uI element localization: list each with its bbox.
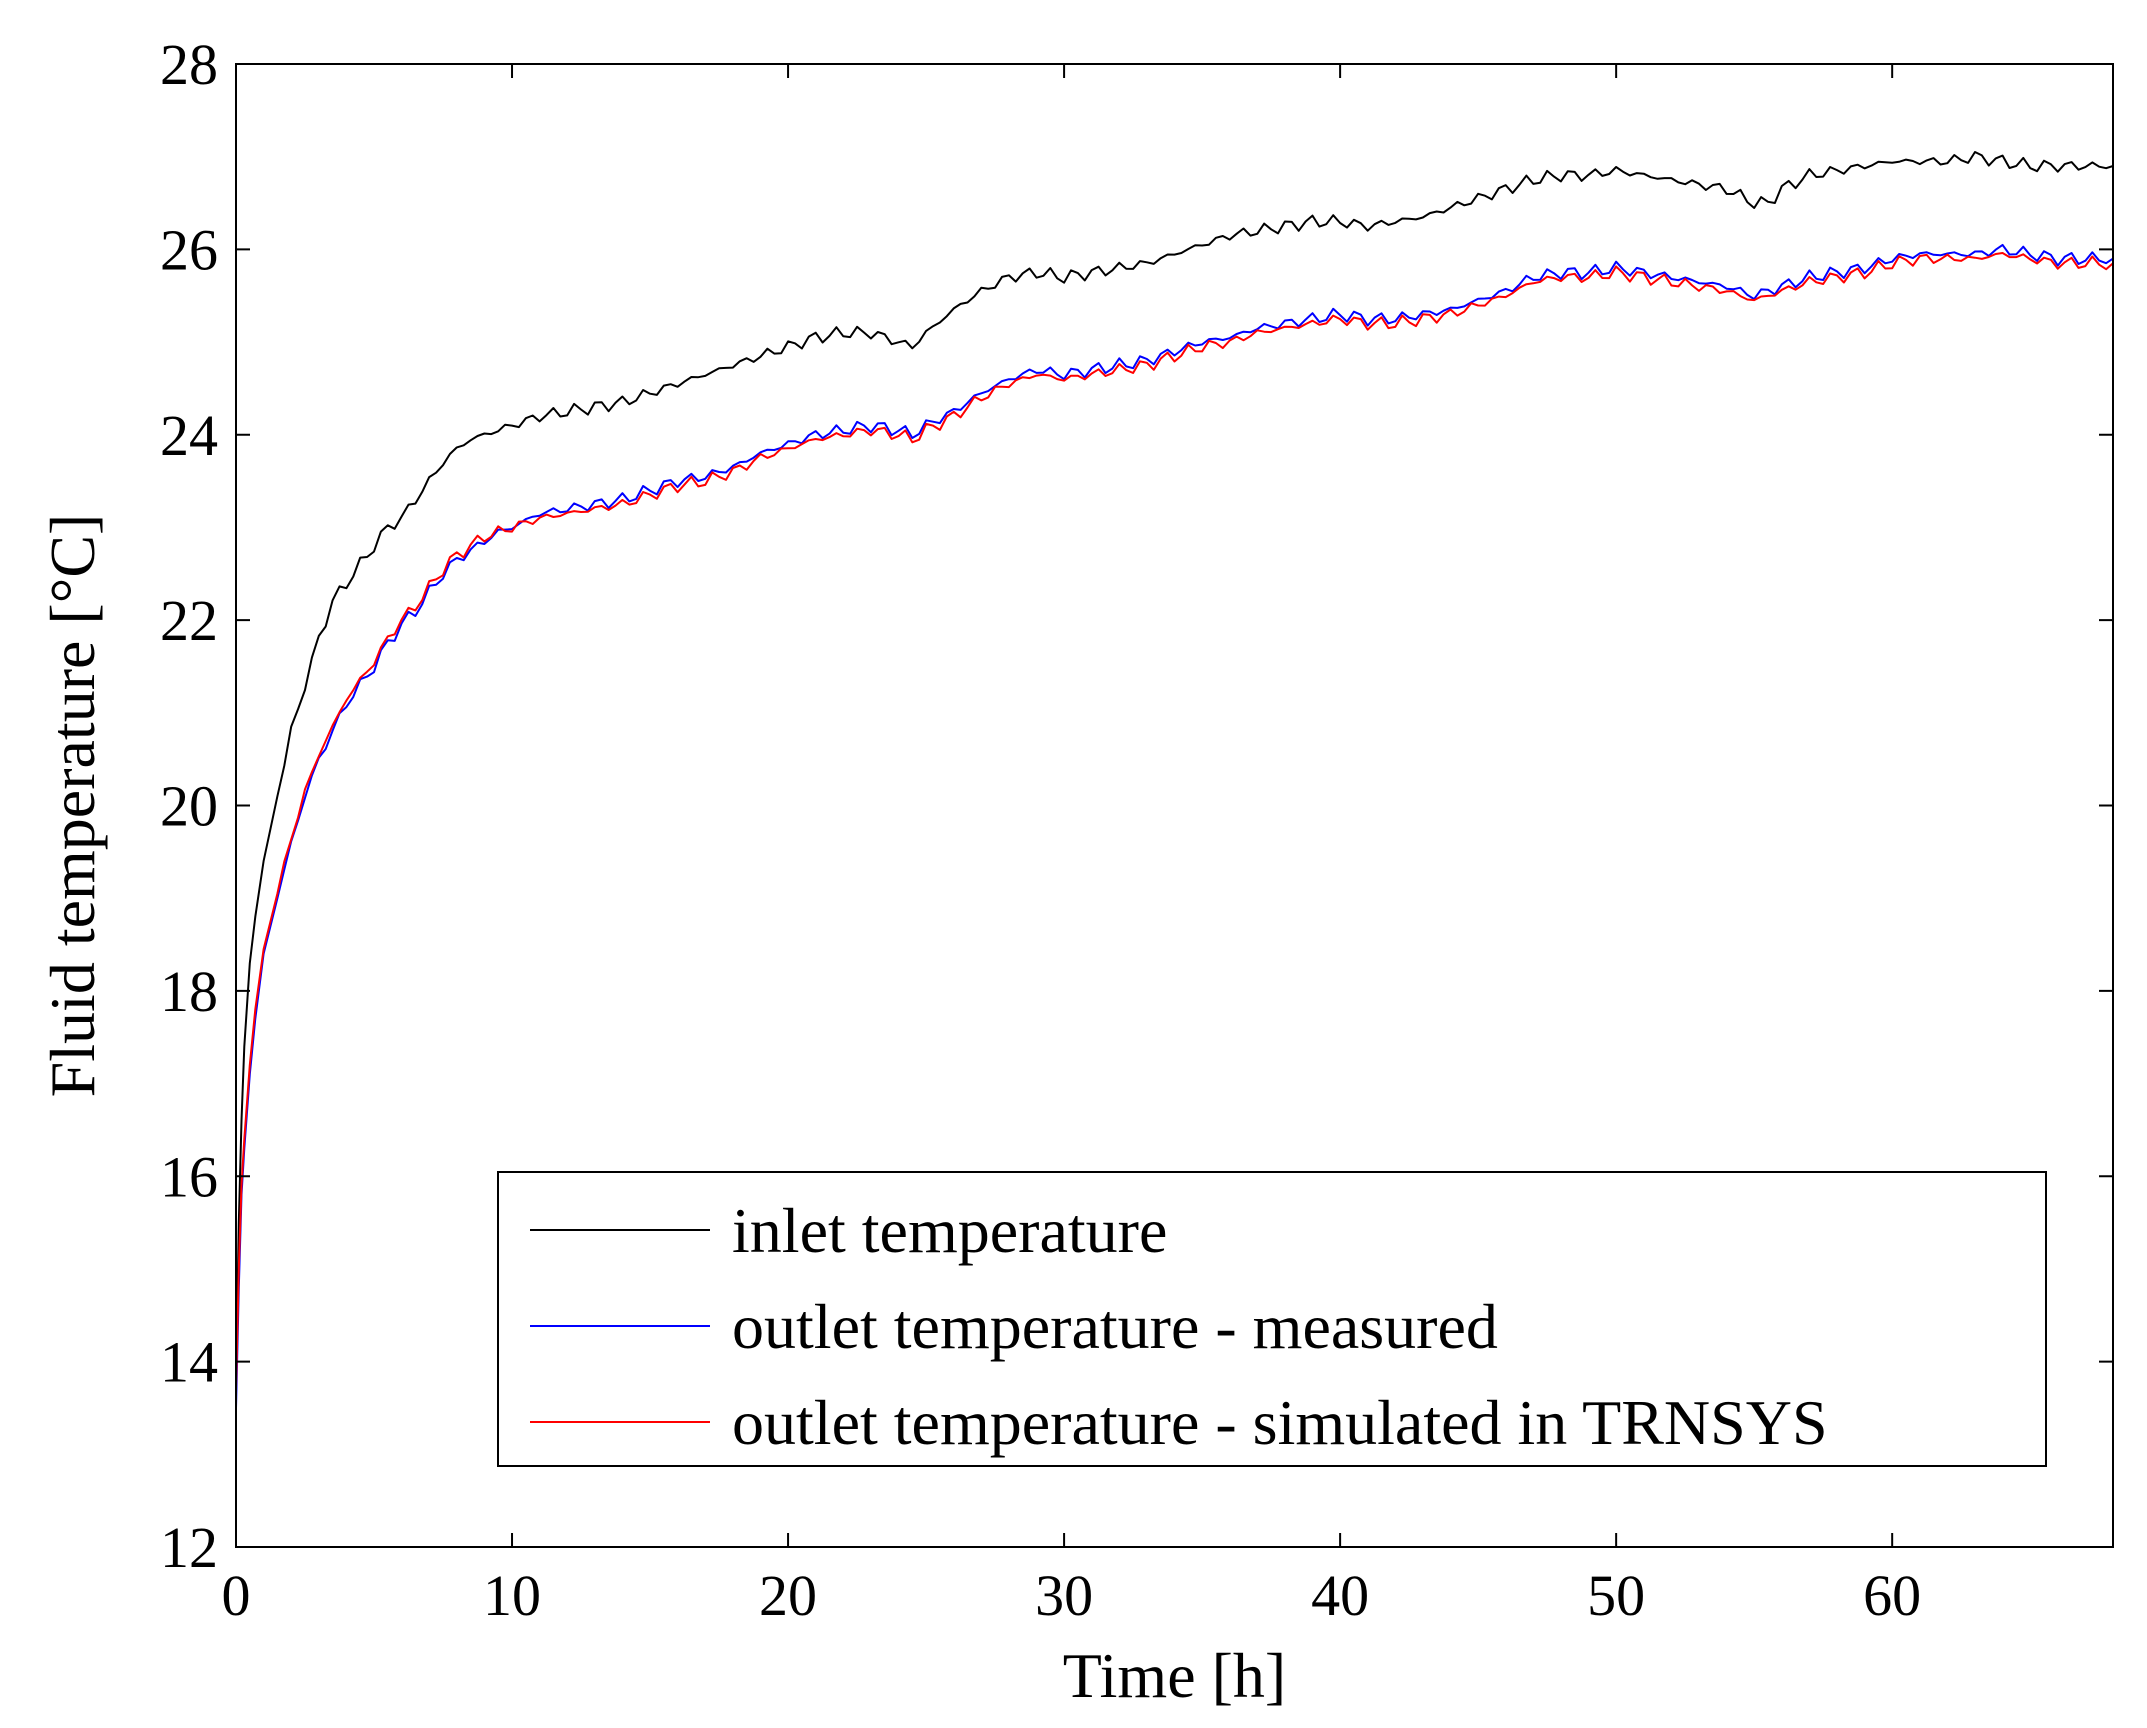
x-tick-label: 40: [1311, 1563, 1369, 1628]
y-tick-label: 14: [160, 1330, 218, 1395]
y-tick-label: 22: [160, 588, 218, 653]
x-tick-label: 0: [222, 1563, 251, 1628]
x-axis-label: Time [h]: [1063, 1640, 1286, 1711]
x-tick-label: 60: [1863, 1563, 1921, 1628]
y-axis-label: Fluid temperature [°C]: [37, 514, 108, 1098]
legend-label: outlet temperature - simulated in TRNSYS: [732, 1387, 1828, 1458]
series-line-2: [235, 243, 2114, 1409]
x-tick-label: 30: [1035, 1563, 1093, 1628]
y-tick-label: 18: [160, 959, 218, 1024]
y-tick-label: 26: [160, 217, 218, 282]
y-tick-label: 20: [160, 774, 218, 839]
series-layer: [235, 151, 2114, 1409]
ticks-layer: 0 10 20 30 40 50 60 12 14 16 18 20 22 24 26 28: [160, 32, 2113, 1628]
y-tick-label: 24: [160, 403, 218, 468]
x-tick-label: 20: [759, 1563, 817, 1628]
legend-label: inlet temperature: [732, 1195, 1167, 1266]
y-tick-label: 16: [160, 1144, 218, 1209]
legend-box: [497, 1171, 2047, 1467]
series-line-1: [235, 151, 2114, 1390]
series-line-3: [235, 252, 2114, 1390]
y-tick-label: 12: [160, 1515, 218, 1580]
legend-items: inlet temperature outlet temperature - me…: [530, 1195, 1828, 1458]
y-tick-label: 28: [160, 32, 218, 97]
legend: inlet temperature outlet temperature - me…: [497, 1171, 2047, 1467]
x-tick-label: 50: [1587, 1563, 1645, 1628]
x-tick-label: 10: [483, 1563, 541, 1628]
legend-label: outlet temperature - measured: [732, 1291, 1498, 1362]
